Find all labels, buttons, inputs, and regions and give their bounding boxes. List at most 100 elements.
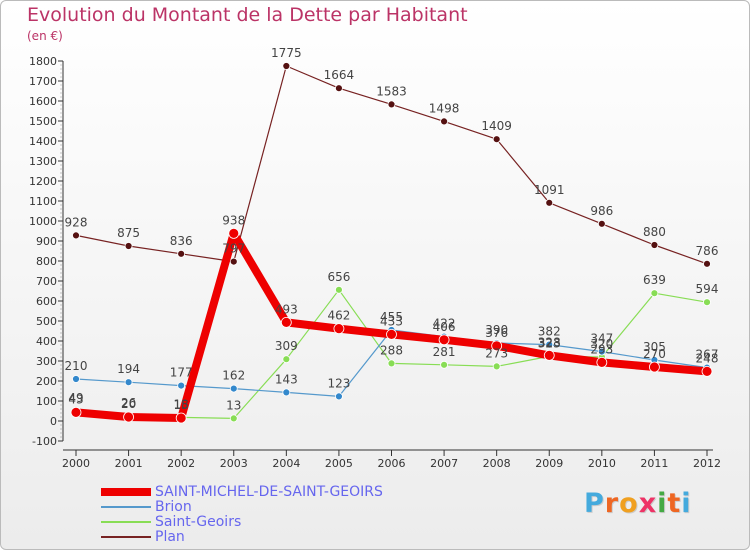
data-label-saint-geoirs: 323 (538, 336, 561, 350)
data-point-brion (229, 384, 238, 393)
data-point-saint-geoirs (440, 360, 448, 369)
data-label-brion: 210 (65, 359, 88, 373)
data-label-saint-geoirs: 309 (275, 339, 298, 353)
data-point-brion (124, 378, 133, 387)
data-point-plan (597, 219, 606, 228)
y-tick-label: 1200 (29, 175, 57, 188)
legend-swatch-brion (101, 506, 151, 508)
data-label-brion: 267 (696, 348, 719, 362)
data-label-saint-michel: 248 (696, 351, 719, 365)
data-label-saint-michel: 376 (485, 326, 508, 340)
data-point-saint-michel (596, 356, 608, 368)
data-label-plan: 1498 (429, 101, 460, 115)
data-point-saint-michel (70, 406, 82, 418)
y-tick-label: 900 (36, 235, 57, 248)
data-label-plan: 1409 (481, 119, 512, 133)
data-point-plan (282, 62, 291, 70)
data-point-saint-geoirs (335, 285, 343, 294)
data-label-brion: 123 (327, 376, 350, 390)
logo-letter: x (638, 488, 658, 519)
data-point-saint-michel (438, 334, 450, 346)
data-label-saint-geoirs: 49 (68, 391, 83, 405)
data-point-saint-geoirs (650, 289, 659, 298)
data-label-brion: 422 (433, 317, 456, 331)
legend-swatch-saint-geoirs (101, 521, 151, 523)
data-label-saint-michel: 433 (380, 314, 403, 328)
data-point-brion (597, 347, 606, 356)
data-label-saint-geoirs: 281 (433, 345, 456, 359)
y-tick-label: 1300 (29, 155, 57, 168)
data-label-brion: 162 (222, 369, 245, 383)
data-label-brion: 347 (590, 332, 613, 346)
y-tick-label: 500 (36, 315, 57, 328)
data-point-plan (72, 231, 80, 240)
data-label-brion: 194 (117, 362, 140, 376)
data-point-saint-michel (701, 365, 713, 377)
legend-label-saint-geoirs: Saint-Geoirs (155, 514, 242, 530)
x-tick-label: 2003 (220, 457, 248, 470)
data-label-saint-michel: 938 (222, 213, 245, 227)
data-point-brion (335, 392, 343, 401)
data-label-saint-geoirs: 273 (485, 346, 508, 360)
y-tick-label: 1400 (29, 135, 57, 148)
y-tick-label: 400 (36, 335, 57, 348)
x-tick-label: 2002 (167, 457, 195, 470)
data-label-saint-geoirs: 26 (121, 396, 136, 410)
logo-letter: i (681, 488, 692, 519)
data-label-brion: 177 (170, 366, 193, 380)
y-tick-label: 100 (36, 395, 57, 408)
x-tick-label: 2004 (272, 457, 300, 470)
data-label-plan: 880 (643, 225, 666, 239)
legend-swatch-plan (101, 536, 151, 538)
logo-letter: o (619, 488, 639, 519)
y-tick-label: 1800 (29, 55, 57, 68)
y-tick-label: 200 (36, 375, 57, 388)
y-tick-label: -100 (32, 435, 57, 448)
data-label-saint-michel: 15 (174, 398, 189, 412)
legend-label-brion: Brion (155, 499, 192, 515)
data-point-saint-michel (649, 361, 660, 373)
y-tick-label: 1500 (29, 115, 57, 128)
data-point-plan (650, 241, 659, 249)
data-point-saint-michel (175, 412, 187, 424)
data-point-saint-geoirs (703, 298, 711, 307)
data-point-saint-michel (228, 227, 240, 239)
y-tick-label: 1100 (29, 195, 57, 208)
data-label-brion: 390 (485, 323, 508, 337)
chart-subtitle: (en €) (27, 29, 63, 43)
data-point-saint-michel (123, 411, 134, 423)
data-point-plan (177, 249, 186, 258)
data-point-saint-geoirs (492, 362, 501, 371)
data-point-saint-geoirs (229, 414, 238, 423)
x-tick-label: 2010 (588, 457, 616, 470)
data-label-saint-michel: 43 (68, 392, 83, 406)
logo-letter: t (667, 488, 682, 519)
data-label-saint-geoirs: 320 (590, 337, 613, 351)
data-label-brion: 455 (380, 310, 403, 324)
data-label-saint-geoirs: 639 (643, 273, 666, 287)
x-tick-label: 2007 (430, 457, 458, 470)
data-label-saint-geoirs: 18 (174, 397, 189, 411)
logo-letter: r (604, 488, 620, 519)
x-tick-label: 2012 (693, 457, 721, 470)
data-point-saint-michel (491, 340, 503, 352)
data-label-saint-michel: 406 (433, 320, 456, 334)
logo-letter: i (657, 488, 668, 519)
y-tick-label: 1600 (29, 95, 57, 108)
x-tick-label: 2001 (115, 457, 143, 470)
data-point-plan (440, 117, 448, 126)
proxiti-logo: Proxiti (584, 488, 692, 519)
data-label-plan: 928 (65, 215, 88, 229)
data-label-saint-michel: 270 (643, 347, 666, 361)
legend-label-plan: Plan (155, 529, 185, 545)
data-label-plan: 797 (222, 242, 245, 256)
data-point-plan (545, 198, 554, 207)
data-point-plan (124, 242, 133, 250)
chart-title: Evolution du Montant de la Dette par Hab… (27, 4, 468, 26)
data-point-plan (492, 135, 501, 144)
data-label-saint-geoirs: 13 (226, 398, 241, 412)
data-label-brion: 305 (643, 340, 666, 354)
y-tick-label: 600 (36, 295, 57, 308)
x-tick-label: 2008 (483, 457, 511, 470)
